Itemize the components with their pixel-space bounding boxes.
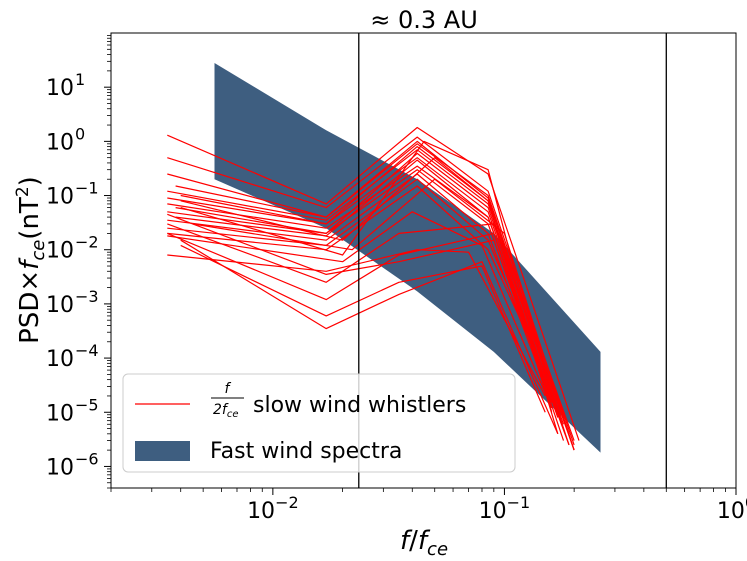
x-tick-label-1: 10−2 bbox=[247, 493, 299, 524]
whistler-series-22 bbox=[192, 178, 575, 451]
whistler-series-10 bbox=[167, 185, 539, 359]
y-tick-label-7: 10 bbox=[46, 130, 74, 155]
y-tick-label-2: 10 bbox=[46, 401, 74, 426]
y-tick-exp-5: −2 bbox=[75, 233, 99, 252]
y-axis-label: PSD×fce(nT2) bbox=[13, 176, 49, 344]
legend: f 2fce slow wind whistlers Fast wind spe… bbox=[122, 373, 516, 473]
y-tick-exp-7: 0 bbox=[75, 124, 85, 143]
y-tick-exp-4: −3 bbox=[75, 287, 99, 306]
y-tick-exp-2: −5 bbox=[75, 395, 99, 414]
x-tick-label-3: 100 bbox=[717, 493, 747, 524]
whistler-series-24 bbox=[167, 249, 546, 397]
legend-patch-swatch bbox=[135, 441, 190, 461]
legend-frac-num: f bbox=[225, 381, 232, 397]
y-tick-label-6: 10 bbox=[46, 185, 74, 210]
legend-label-fast-wind: Fast wind spectra bbox=[210, 439, 402, 464]
axes-frame bbox=[110, 32, 737, 489]
y-tick-label-3: 10 bbox=[46, 347, 74, 372]
plot-area bbox=[167, 63, 601, 453]
whistler-series-13 bbox=[175, 159, 559, 413]
ticks: 10−210−110010−610−510−410−310−210−110010… bbox=[46, 35, 747, 524]
whistler-series-2 bbox=[167, 136, 575, 446]
legend-label-whistlers: slow wind whistlers bbox=[246, 393, 466, 418]
x-axis-label: f/fce bbox=[400, 526, 448, 560]
whistler-series-21 bbox=[180, 157, 559, 434]
whistler-series-19 bbox=[180, 244, 546, 413]
whistler-series-23 bbox=[167, 211, 553, 409]
whistler-series-9 bbox=[167, 178, 546, 375]
y-tick-label-1: 10 bbox=[46, 455, 74, 480]
whistler-series-17 bbox=[167, 213, 570, 446]
whistler-series-11 bbox=[175, 140, 570, 446]
y-tick-exp-8: 1 bbox=[75, 70, 85, 89]
x-tick-label-2: 10−1 bbox=[479, 493, 531, 524]
y-tick-label-5: 10 bbox=[46, 239, 74, 264]
y-tick-exp-1: −6 bbox=[75, 449, 99, 468]
whistler-series-18 bbox=[180, 239, 559, 435]
chart-title: ≈ 0.3 AU bbox=[370, 6, 478, 34]
y-tick-label-4: 10 bbox=[46, 293, 74, 318]
y-tick-exp-6: −1 bbox=[75, 179, 99, 198]
whistler-series-1 bbox=[167, 126, 580, 441]
y-tick-exp-3: −4 bbox=[75, 341, 99, 360]
legend-frac-den: 2fce bbox=[213, 402, 239, 420]
legend-frac-den-sub: ce bbox=[227, 409, 239, 420]
legend-frac-den-main: 2f bbox=[213, 402, 229, 418]
y-tick-label-8: 10 bbox=[46, 76, 74, 101]
fast-wind-band bbox=[214, 63, 601, 453]
series-group bbox=[167, 126, 580, 451]
whistler-series-15 bbox=[167, 223, 575, 451]
